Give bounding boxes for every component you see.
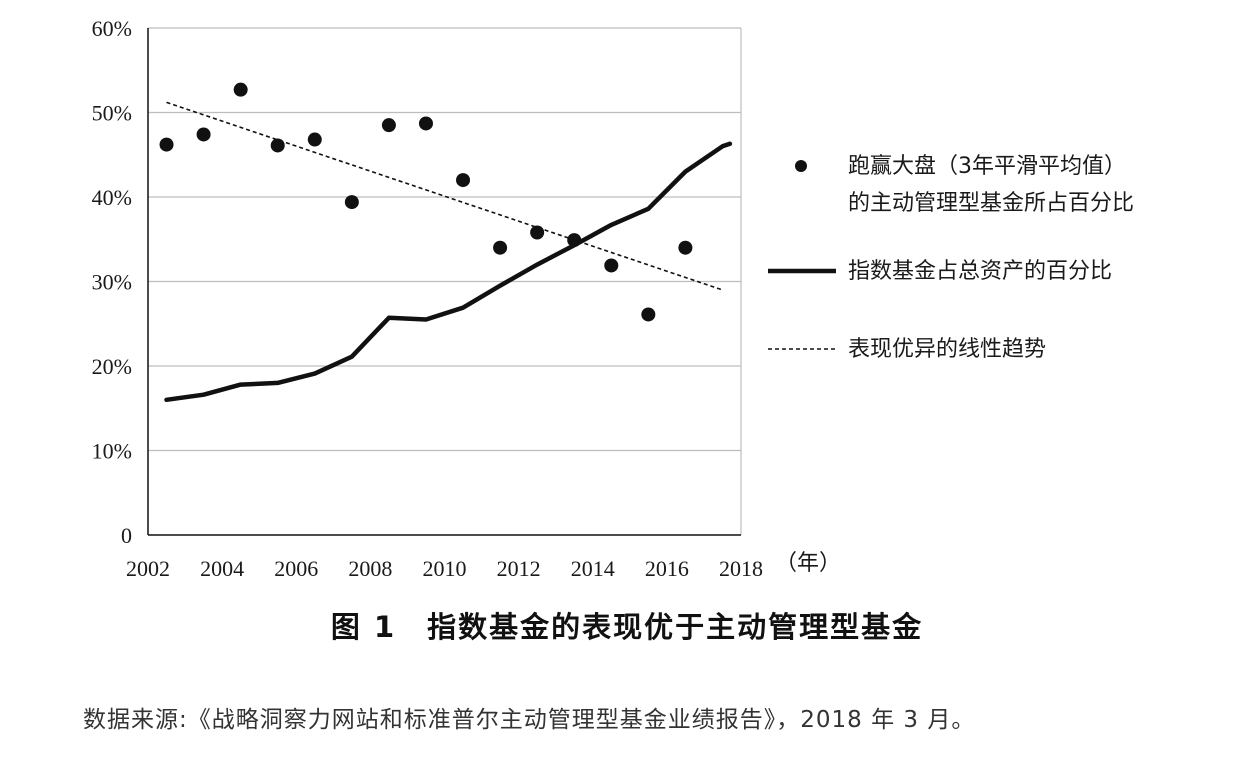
scatter-point (641, 307, 656, 322)
data-source-note: 数据来源:《战略洞察力网站和标准普尔主动管理型基金业绩报告》，2018 年 3 … (83, 707, 976, 733)
chart: 0 10% 20% 30% 40% 50% 60% 2002 2004 2006 2008 2010… (92, 16, 1134, 581)
grid-lines (148, 27, 742, 535)
x-tick-label: 2006 (274, 556, 318, 581)
index-fund-share-line (164, 141, 733, 403)
x-tick-labels: 2002 2004 2006 2008 2010 2012 2014 2016 2018 (126, 556, 763, 581)
x-tick-label: 2004 (200, 556, 244, 581)
scatter-point (493, 240, 508, 255)
x-tick-label: 2016 (645, 556, 689, 581)
y-tick-label: 40% (92, 185, 132, 210)
scatter-point (307, 132, 322, 147)
figure-caption: 图 1 指数基金的表现优于主动管理型基金 (330, 610, 924, 644)
x-tick-label: 2014 (571, 556, 615, 581)
scatter-point (381, 118, 396, 133)
y-tick-labels: 0 10% 20% 30% 40% 50% 60% (92, 16, 132, 548)
legend: 跑赢大盘（3年平滑平均值） 的主动管理型基金所占百分比 指数基金占总资产的百分比… (768, 154, 1134, 362)
scatter-point (418, 116, 433, 131)
scatter-point (270, 138, 285, 153)
scatter-point (233, 82, 248, 97)
scatter-point (604, 258, 619, 273)
y-tick-label: 50% (92, 101, 132, 126)
scatter-point (456, 173, 471, 188)
x-tick-label: 2010 (423, 556, 467, 581)
legend-label-trend: 表现优异的线性趋势 (848, 337, 1046, 362)
legend-label-index-fund: 指数基金占总资产的百分比 (848, 259, 1112, 284)
scatter-point (196, 127, 211, 142)
scatter-point (530, 225, 545, 240)
series-layer (159, 82, 733, 403)
x-tick-label: 2018 (719, 556, 763, 581)
scatter-point (567, 233, 582, 248)
x-tick-label: 2012 (497, 556, 541, 581)
legend-label-scatter-line2: 的主动管理型基金所占百分比 (848, 191, 1134, 216)
legend-dot-marker (795, 160, 807, 172)
scatter-point (678, 240, 693, 255)
y-tick-label: 20% (92, 354, 132, 379)
scatter-point (159, 137, 174, 152)
y-tick-label: 0 (121, 523, 132, 548)
x-axis-unit-label: （年） (775, 550, 841, 575)
x-tick-label: 2002 (126, 556, 170, 581)
y-tick-label: 60% (92, 16, 132, 41)
trend-line (166, 101, 723, 291)
legend-label-scatter-line1: 跑赢大盘（3年平滑平均值） (848, 154, 1126, 179)
y-tick-label: 10% (92, 439, 132, 464)
scatter-point (344, 195, 359, 210)
y-tick-label: 30% (92, 270, 132, 295)
x-tick-label: 2008 (348, 556, 392, 581)
